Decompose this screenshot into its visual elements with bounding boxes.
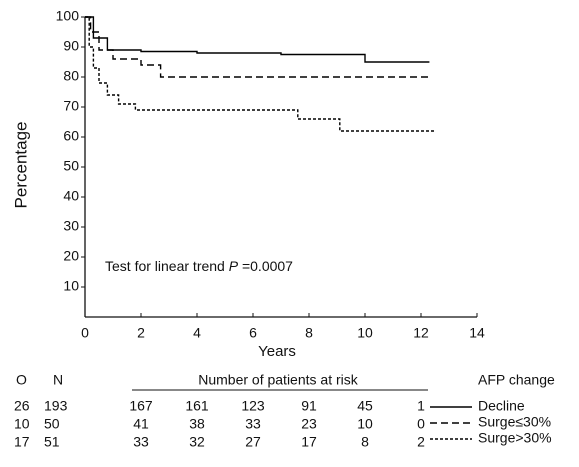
risk-table-cell: 1 bbox=[417, 398, 425, 414]
y-axis-label: Percentage bbox=[11, 122, 30, 209]
x-tick-label: 4 bbox=[193, 325, 201, 341]
y-tick-label: 60 bbox=[63, 128, 79, 144]
risk-table-cell: 50 bbox=[44, 416, 60, 432]
legend-label: Surge>30% bbox=[478, 430, 552, 446]
legend-label: Decline bbox=[478, 398, 525, 414]
y-tick-label: 30 bbox=[63, 218, 79, 234]
legend-title: AFP change bbox=[478, 372, 555, 388]
y-tick-label: 70 bbox=[63, 98, 79, 114]
risk-table-cell: 17 bbox=[301, 434, 317, 450]
risk-table-cell: 23 bbox=[301, 416, 317, 432]
risk-table-cell: 26 bbox=[14, 398, 30, 414]
x-axis-label: Years bbox=[258, 343, 296, 360]
annotation-value: =0.0007 bbox=[242, 258, 293, 274]
km-curve bbox=[85, 16, 430, 78]
annotation: Test for linear trend P =0.0007 bbox=[105, 258, 293, 274]
x-tick-label: 10 bbox=[357, 325, 373, 341]
risk-table-cell: 32 bbox=[189, 434, 205, 450]
km-curve bbox=[85, 16, 430, 63]
risk-table-cell: 167 bbox=[129, 398, 153, 414]
risk-table-cell: 27 bbox=[245, 434, 261, 450]
risk-table-header: N bbox=[53, 372, 63, 388]
risk-table-cell: 33 bbox=[133, 434, 149, 450]
risk-table-cell: 193 bbox=[44, 398, 68, 414]
y-tick-label: 100 bbox=[56, 8, 80, 24]
risk-table-title: Number of patients at risk bbox=[198, 372, 359, 388]
x-tick-label: 6 bbox=[249, 325, 257, 341]
legend-label: Surge≤30% bbox=[478, 414, 551, 430]
km-curve bbox=[85, 16, 435, 132]
risk-table-cell: 10 bbox=[357, 416, 373, 432]
y-tick-label: 40 bbox=[63, 188, 79, 204]
annotation-stat: P bbox=[229, 258, 239, 274]
risk-table-cell: 91 bbox=[301, 398, 317, 414]
risk-table-cell: 161 bbox=[185, 398, 209, 414]
risk-table-cell: 123 bbox=[241, 398, 265, 414]
y-tick-label: 80 bbox=[63, 68, 79, 84]
y-tick-label: 10 bbox=[63, 278, 79, 294]
risk-table-cell: 51 bbox=[44, 434, 60, 450]
risk-table-cell: 8 bbox=[361, 434, 369, 450]
risk-table-cell: 10 bbox=[14, 416, 30, 432]
risk-table-cell: 0 bbox=[417, 416, 425, 432]
risk-table-cell: 45 bbox=[357, 398, 373, 414]
risk-table-cell: 33 bbox=[245, 416, 261, 432]
y-tick-label: 50 bbox=[63, 158, 79, 174]
x-tick-label: 14 bbox=[469, 325, 485, 341]
x-tick-label: 12 bbox=[413, 325, 429, 341]
annotation-text: Test for linear trend bbox=[105, 258, 225, 274]
risk-table-cell: 38 bbox=[189, 416, 205, 432]
y-tick-label: 20 bbox=[63, 248, 79, 264]
y-tick-label: 90 bbox=[63, 38, 79, 54]
risk-table-cell: 17 bbox=[14, 434, 30, 450]
risk-table-cell: 2 bbox=[417, 434, 425, 450]
risk-table-cell: 41 bbox=[133, 416, 149, 432]
x-tick-label: 2 bbox=[137, 325, 145, 341]
x-tick-label: 8 bbox=[305, 325, 313, 341]
risk-table-header: O bbox=[16, 372, 27, 388]
x-tick-label: 0 bbox=[81, 325, 89, 341]
